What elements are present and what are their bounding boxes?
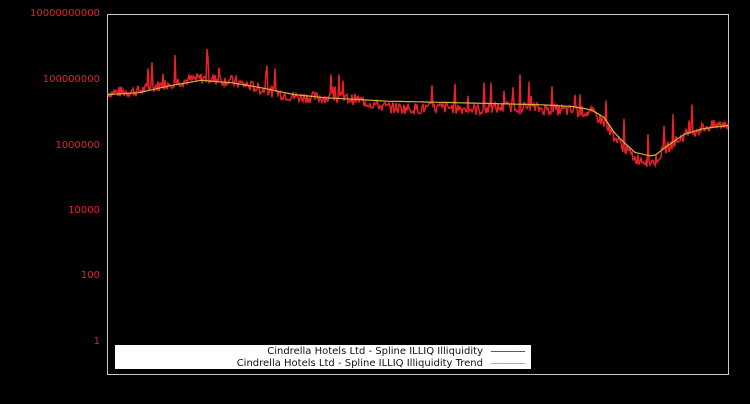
ytick-label: 10000000000 xyxy=(30,8,100,19)
trend-series-line xyxy=(107,79,729,157)
legend-swatch xyxy=(491,362,525,364)
illiquidity-series-line xyxy=(107,48,729,169)
ytick-label: 10000 xyxy=(68,205,100,216)
legend-item: Cindrella Hotels Ltd - Spline ILLIQ Illi… xyxy=(267,345,525,357)
legend-swatch xyxy=(491,350,525,352)
ytick-label: 1 xyxy=(93,336,100,347)
legend-item: Cindrella Hotels Ltd - Spline ILLIQ Illi… xyxy=(237,357,525,369)
plot-frame xyxy=(107,14,729,375)
legend-label: Cindrella Hotels Ltd - Spline ILLIQ Illi… xyxy=(267,345,483,357)
legend: Cindrella Hotels Ltd - Spline ILLIQ Illi… xyxy=(115,345,531,369)
legend-label: Cindrella Hotels Ltd - Spline ILLIQ Illi… xyxy=(236,357,483,369)
ytick-label: 100000000 xyxy=(42,74,100,85)
series-layer xyxy=(107,48,729,169)
ytick-label: 1000000 xyxy=(55,140,100,151)
ytick-label: 100 xyxy=(80,270,100,281)
